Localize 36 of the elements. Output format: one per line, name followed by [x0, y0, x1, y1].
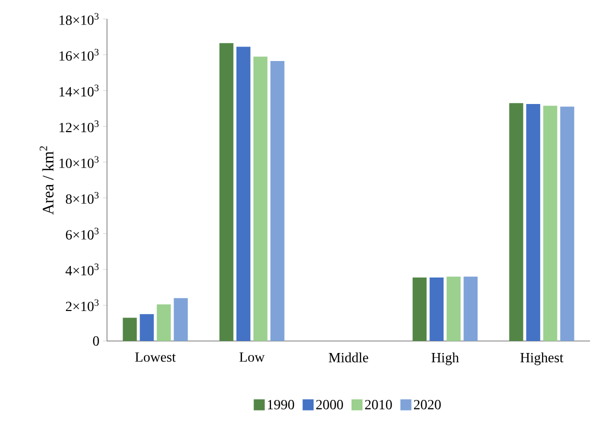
x-tick-label: Lowest — [135, 352, 176, 362]
y-tick-label: 18×10$^{3}$ — [60, 13, 99, 25]
bar — [156, 304, 171, 341]
x-tick-label: Middle — [328, 352, 368, 362]
bar — [464, 276, 478, 341]
legend-label: 2020 — [414, 400, 441, 410]
bar — [140, 314, 154, 341]
x-tick-label: Highest — [520, 352, 564, 366]
bar — [430, 277, 444, 341]
bar — [270, 61, 284, 341]
bar — [526, 104, 540, 341]
bar — [236, 46, 250, 341]
bar — [253, 56, 268, 341]
y-tick-label: 0 — [93, 336, 99, 346]
y-tick-label: 16×10$^{3}$ — [60, 48, 99, 61]
legend-label: 2010 — [365, 400, 392, 410]
bar — [560, 106, 574, 341]
bar — [446, 276, 461, 341]
bar — [543, 106, 558, 341]
x-tick-label: Low — [240, 352, 265, 362]
legend-label: 2000 — [316, 400, 343, 410]
y-tick-label: 2×10$^{3}$ — [66, 299, 99, 312]
x-tick-label: High — [432, 352, 459, 366]
y-tick-label: 8×10$^{3}$ — [66, 192, 99, 204]
legend-label: 1990 — [268, 400, 294, 410]
bar — [412, 277, 427, 341]
y-tick-label: 6×10$^{3}$ — [66, 228, 99, 240]
bar — [122, 318, 137, 341]
y-axis-title: Area / km$^{2}$ — [40, 146, 54, 215]
y-tick-label: 12×10$^{3}$ — [60, 120, 99, 132]
y-tick-label: 14×10$^{3}$ — [60, 84, 99, 96]
bar — [219, 43, 234, 341]
bar — [509, 103, 524, 341]
bar — [174, 298, 188, 341]
y-tick-label: 4×10$^{3}$ — [66, 264, 99, 276]
y-tick-label: 10×10$^{3}$ — [60, 156, 99, 168]
